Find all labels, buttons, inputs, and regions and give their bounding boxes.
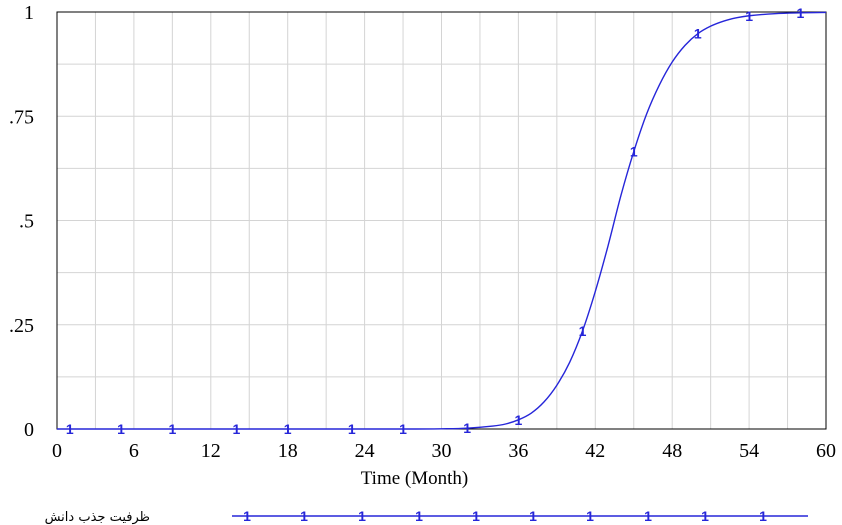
- legend-marker: 1: [415, 508, 423, 524]
- y-tick-label: .5: [19, 211, 34, 233]
- series-marker-1: 1: [694, 26, 702, 42]
- series-layer: 1 1 1 1 1 1 1 1 1 1 1 1 1 1: [56, 5, 827, 437]
- y-tick-label: .25: [9, 315, 34, 337]
- x-tick-label: 42: [585, 440, 605, 462]
- x-tick-label: 36: [508, 440, 528, 462]
- series-marker-1: 1: [66, 421, 74, 437]
- y-tick-label: .75: [9, 106, 34, 128]
- y-tick-label: 1: [24, 2, 34, 24]
- x-tick-label: 24: [355, 440, 375, 462]
- x-tick-label: 30: [432, 440, 452, 462]
- series-marker-1: 1: [515, 412, 523, 428]
- legend-marker: 1: [759, 508, 767, 524]
- series-marker-1: 1: [117, 421, 125, 437]
- x-tick-label: 0: [52, 440, 62, 462]
- x-tick-label: 6: [129, 440, 139, 462]
- series-marker-1: 1: [745, 8, 753, 24]
- series-marker-1: 1: [579, 323, 587, 339]
- series-line-1: [56, 11, 827, 430]
- series-marker-1: 1: [399, 421, 407, 437]
- series-marker-1: 1: [630, 144, 638, 160]
- x-tick-label: 12: [201, 440, 221, 462]
- y-tick-label: 0: [24, 419, 34, 441]
- legend-marker: 1: [586, 508, 594, 524]
- legend-marker: 1: [701, 508, 709, 524]
- grid: [56, 11, 827, 430]
- legend-marker: 1: [644, 508, 652, 524]
- series-marker-1: 1: [348, 421, 356, 437]
- y-tick-labels: 0 .25 .5 .75 1: [9, 2, 34, 441]
- x-tick-label: 60: [816, 440, 836, 462]
- x-tick-label: 54: [739, 440, 759, 462]
- x-tick-label: 18: [278, 440, 298, 462]
- legend-marker: 1: [358, 508, 366, 524]
- legend-line-series-1: 1 1 1 1 1 1 1 1 1 1: [232, 508, 808, 524]
- x-tick-label: 48: [662, 440, 682, 462]
- legend-marker: 1: [243, 508, 251, 524]
- legend-marker: 1: [300, 508, 308, 524]
- series-marker-1: 1: [284, 421, 292, 437]
- series-marker-1: 1: [463, 420, 471, 436]
- legend: ظرفیت جذب دانش 1 1 1 1 1 1 1 1 1 1: [45, 508, 808, 525]
- series-marker-1: 1: [233, 421, 241, 437]
- x-axis-title: Time (Month): [361, 468, 469, 489]
- legend-marker: 1: [472, 508, 480, 524]
- legend-marker: 1: [529, 508, 537, 524]
- legend-label-series-1: ظرفیت جذب دانش: [45, 510, 150, 525]
- series-marker-1: 1: [796, 5, 804, 21]
- x-tick-labels: 0 6 12 18 24 30 36 42 48 54 60: [52, 440, 836, 462]
- series-marker-1: 1: [168, 421, 176, 437]
